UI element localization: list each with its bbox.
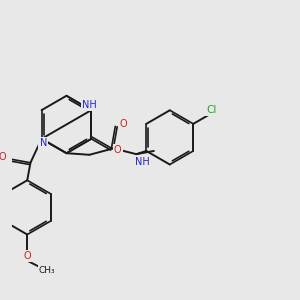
Text: O: O — [114, 145, 122, 155]
Text: N: N — [40, 138, 47, 148]
Text: O: O — [0, 152, 7, 162]
Text: NH: NH — [135, 157, 149, 167]
Text: O: O — [119, 119, 127, 129]
Text: NH: NH — [82, 100, 97, 110]
Text: CH₃: CH₃ — [39, 266, 55, 275]
Text: Cl: Cl — [206, 105, 217, 115]
Text: O: O — [23, 250, 31, 261]
